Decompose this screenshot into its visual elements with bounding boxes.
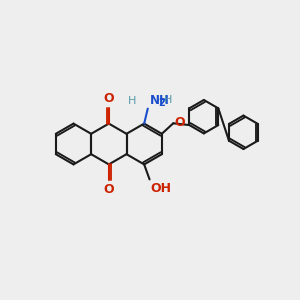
Text: O: O <box>103 183 114 196</box>
Text: H: H <box>128 96 136 106</box>
Text: O: O <box>175 116 185 129</box>
Text: OH: OH <box>151 182 172 195</box>
Text: NH: NH <box>150 94 170 106</box>
Text: H: H <box>164 95 172 105</box>
Text: 2: 2 <box>158 98 165 108</box>
Text: O: O <box>103 92 114 105</box>
